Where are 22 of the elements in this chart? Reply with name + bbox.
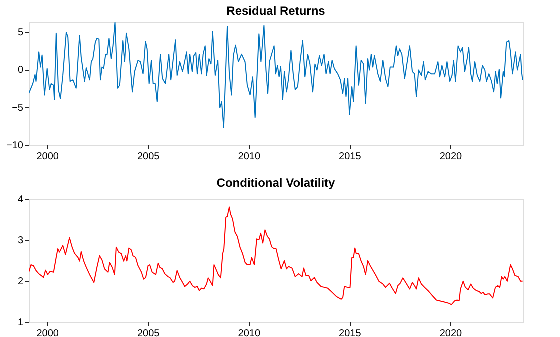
y-tick-label: 0 bbox=[18, 65, 24, 76]
y-tick-label: 4 bbox=[18, 194, 24, 206]
x-tick-label: 2000 bbox=[36, 328, 60, 337]
y-tick-label: 3 bbox=[18, 236, 24, 246]
x-tick-label: 2010 bbox=[238, 328, 261, 337]
line-series bbox=[29, 22, 523, 128]
x-tick-label: 2000 bbox=[36, 152, 60, 162]
x-tick-label: 2005 bbox=[137, 152, 160, 162]
x-tick-label: 2015 bbox=[339, 152, 362, 162]
y-tick-label: 2 bbox=[18, 276, 24, 288]
line-series bbox=[29, 206, 523, 306]
x-tick-label: 2020 bbox=[440, 152, 462, 162]
chart-title: Conditional Volatility bbox=[216, 176, 336, 190]
x-tick-label: 2020 bbox=[440, 328, 462, 337]
y-tick-label: 5 bbox=[18, 27, 24, 38]
x-tick-label: 2010 bbox=[238, 152, 261, 162]
chart-title: Residual Returns bbox=[226, 4, 326, 18]
x-tick-label: 2005 bbox=[137, 328, 160, 337]
y-tick-label: −10 bbox=[6, 140, 24, 152]
y-tick-label: −5 bbox=[12, 102, 24, 114]
x-tick-label: 2015 bbox=[339, 328, 362, 337]
y-tick-label: 1 bbox=[18, 318, 24, 328]
